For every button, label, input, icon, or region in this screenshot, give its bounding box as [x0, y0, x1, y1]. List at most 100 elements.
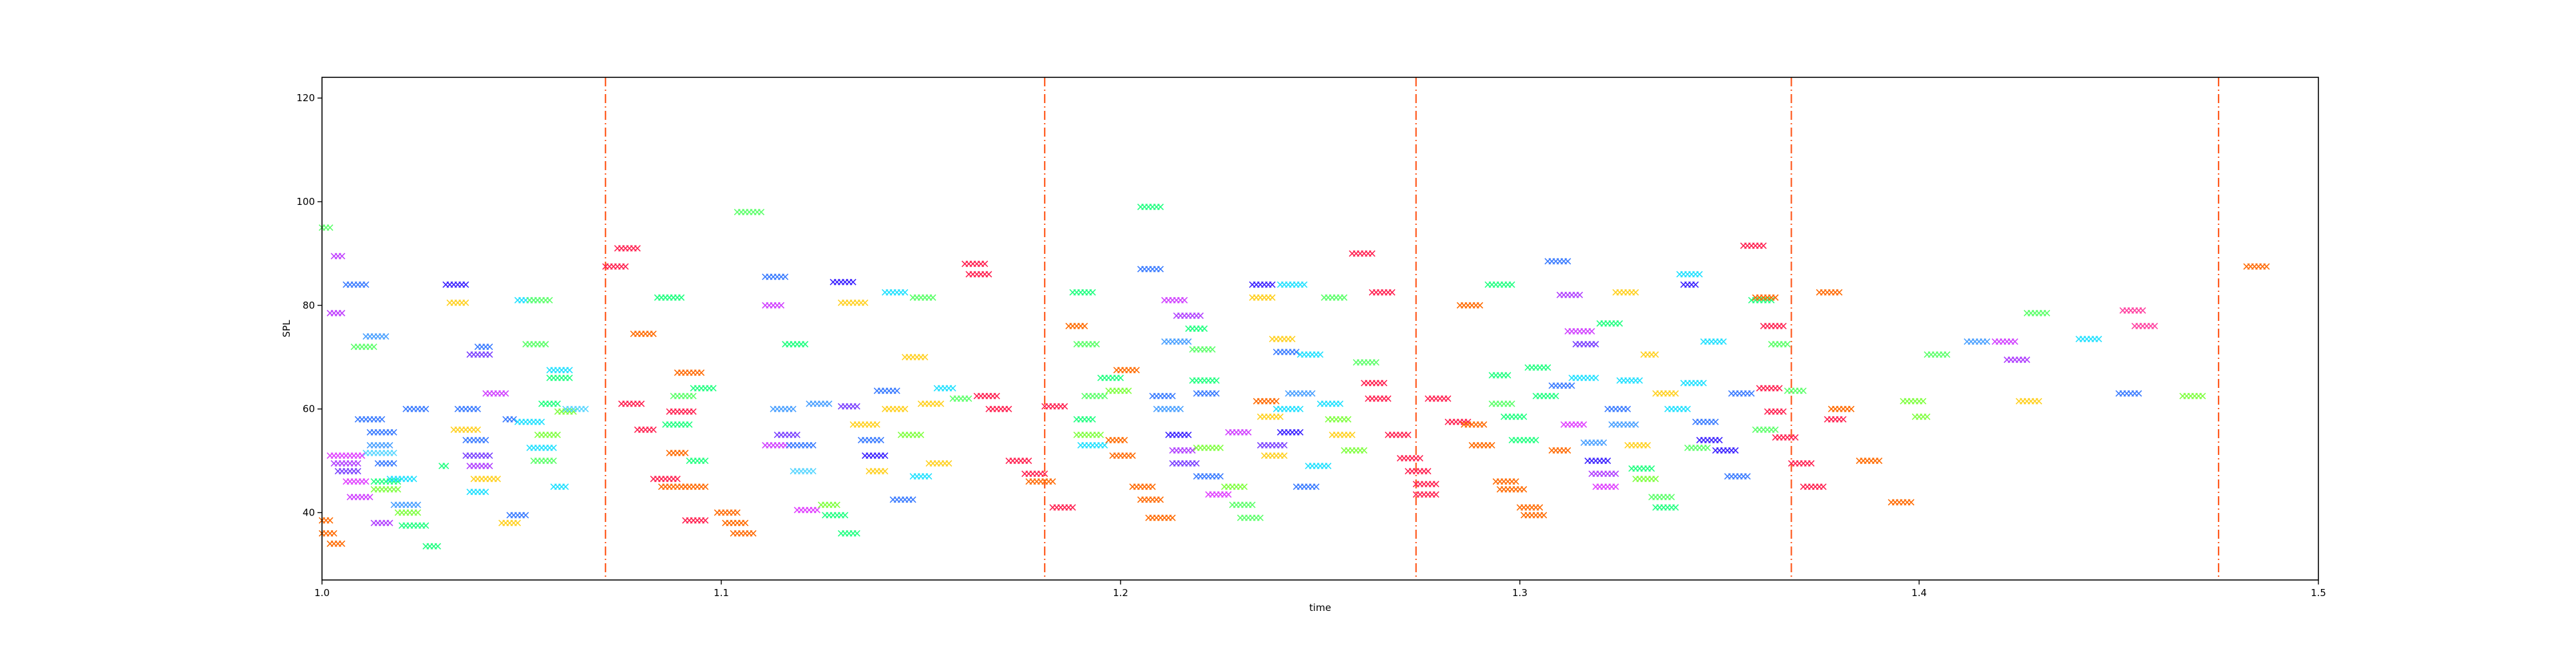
data-point	[622, 263, 629, 270]
data-point	[674, 476, 681, 483]
data-point	[1101, 441, 1108, 449]
data-point	[2139, 307, 2146, 314]
data-point	[902, 289, 909, 296]
data-point	[1668, 494, 1675, 501]
data-point	[1652, 476, 1659, 483]
data-point	[494, 476, 501, 483]
data-point	[690, 408, 697, 415]
data-point	[363, 478, 370, 485]
y-tick-label: 80	[303, 300, 315, 311]
data-point	[1269, 294, 1276, 301]
data-point	[386, 519, 393, 526]
data-point	[1069, 504, 1076, 511]
data-point	[1544, 364, 1551, 371]
data-point	[1169, 514, 1176, 521]
data-point	[925, 473, 933, 480]
data-point	[1564, 258, 1571, 265]
data-point	[462, 299, 469, 306]
data-point	[514, 519, 521, 526]
data-point	[1372, 359, 1379, 366]
data-point	[638, 400, 645, 407]
data-point	[1920, 398, 1927, 405]
data-point	[1944, 351, 1951, 358]
data-point	[327, 224, 334, 231]
data-point	[1177, 405, 1184, 412]
data-point	[949, 385, 956, 392]
data-point	[686, 421, 693, 428]
data-point	[390, 449, 397, 457]
x-tick-label: 1.4	[1911, 587, 1927, 599]
data-point	[1217, 444, 1224, 452]
data-point	[985, 271, 992, 278]
data-point	[486, 463, 493, 470]
data-point	[1385, 395, 1392, 402]
data-point	[1061, 403, 1068, 410]
x-tick-label: 1.3	[1512, 587, 1528, 599]
data-point	[1217, 473, 1224, 480]
data-point	[1129, 452, 1136, 459]
data-point	[330, 530, 337, 537]
data-point	[882, 452, 889, 459]
data-point	[853, 530, 860, 537]
data-point	[1848, 405, 1855, 412]
data-point	[1213, 377, 1220, 384]
data-point	[742, 519, 749, 526]
data-point	[1632, 421, 1639, 428]
data-point	[1684, 405, 1691, 412]
data-point	[542, 341, 549, 348]
data-point	[1117, 374, 1124, 381]
data-point	[2023, 356, 2031, 363]
data-point	[1780, 408, 1787, 415]
data-point	[1181, 296, 1188, 304]
data-point	[1636, 377, 1643, 384]
y-tick-label: 100	[296, 196, 315, 208]
data-point	[1552, 392, 1559, 400]
data-point	[338, 309, 346, 316]
data-point	[1924, 413, 1931, 420]
data-point	[981, 260, 989, 267]
data-point	[1416, 454, 1424, 462]
data-point	[1504, 372, 1511, 379]
data-point	[1672, 504, 1679, 511]
data-point	[710, 385, 717, 392]
data-point	[1536, 504, 1544, 511]
data-point	[862, 299, 869, 306]
data-point	[1381, 380, 1388, 387]
data-point	[1820, 483, 1827, 490]
data-point	[414, 509, 421, 516]
y-tick-label: 40	[303, 507, 315, 518]
data-point	[1341, 294, 1348, 301]
data-point	[1281, 452, 1288, 459]
data-point	[1835, 289, 1843, 296]
data-point	[1532, 436, 1539, 443]
data-point	[1157, 203, 1164, 211]
data-point	[917, 431, 925, 438]
y-tick-label: 60	[303, 403, 315, 415]
data-point	[1296, 405, 1304, 412]
data-point	[634, 245, 641, 252]
data-point	[1269, 281, 1276, 288]
data-point	[1185, 431, 1192, 438]
data-point	[1325, 463, 1332, 470]
data-point	[1692, 281, 1699, 288]
data-point	[486, 343, 493, 351]
data-point	[1249, 501, 1256, 508]
data-point	[810, 468, 817, 475]
data-point	[1481, 421, 1488, 428]
data-point	[366, 494, 374, 501]
data-point	[2135, 390, 2143, 397]
data-point	[1512, 478, 1519, 485]
data-point	[1604, 457, 1611, 465]
data-point	[390, 429, 397, 436]
data-point	[650, 330, 657, 338]
data-point	[1624, 405, 1631, 412]
data-point	[1632, 289, 1639, 296]
data-point	[1520, 413, 1528, 420]
data-point	[833, 501, 840, 508]
data-point	[853, 403, 860, 410]
data-point	[1704, 444, 1711, 452]
data-point	[502, 390, 509, 397]
data-point	[1808, 460, 1815, 467]
data-point	[482, 436, 489, 443]
